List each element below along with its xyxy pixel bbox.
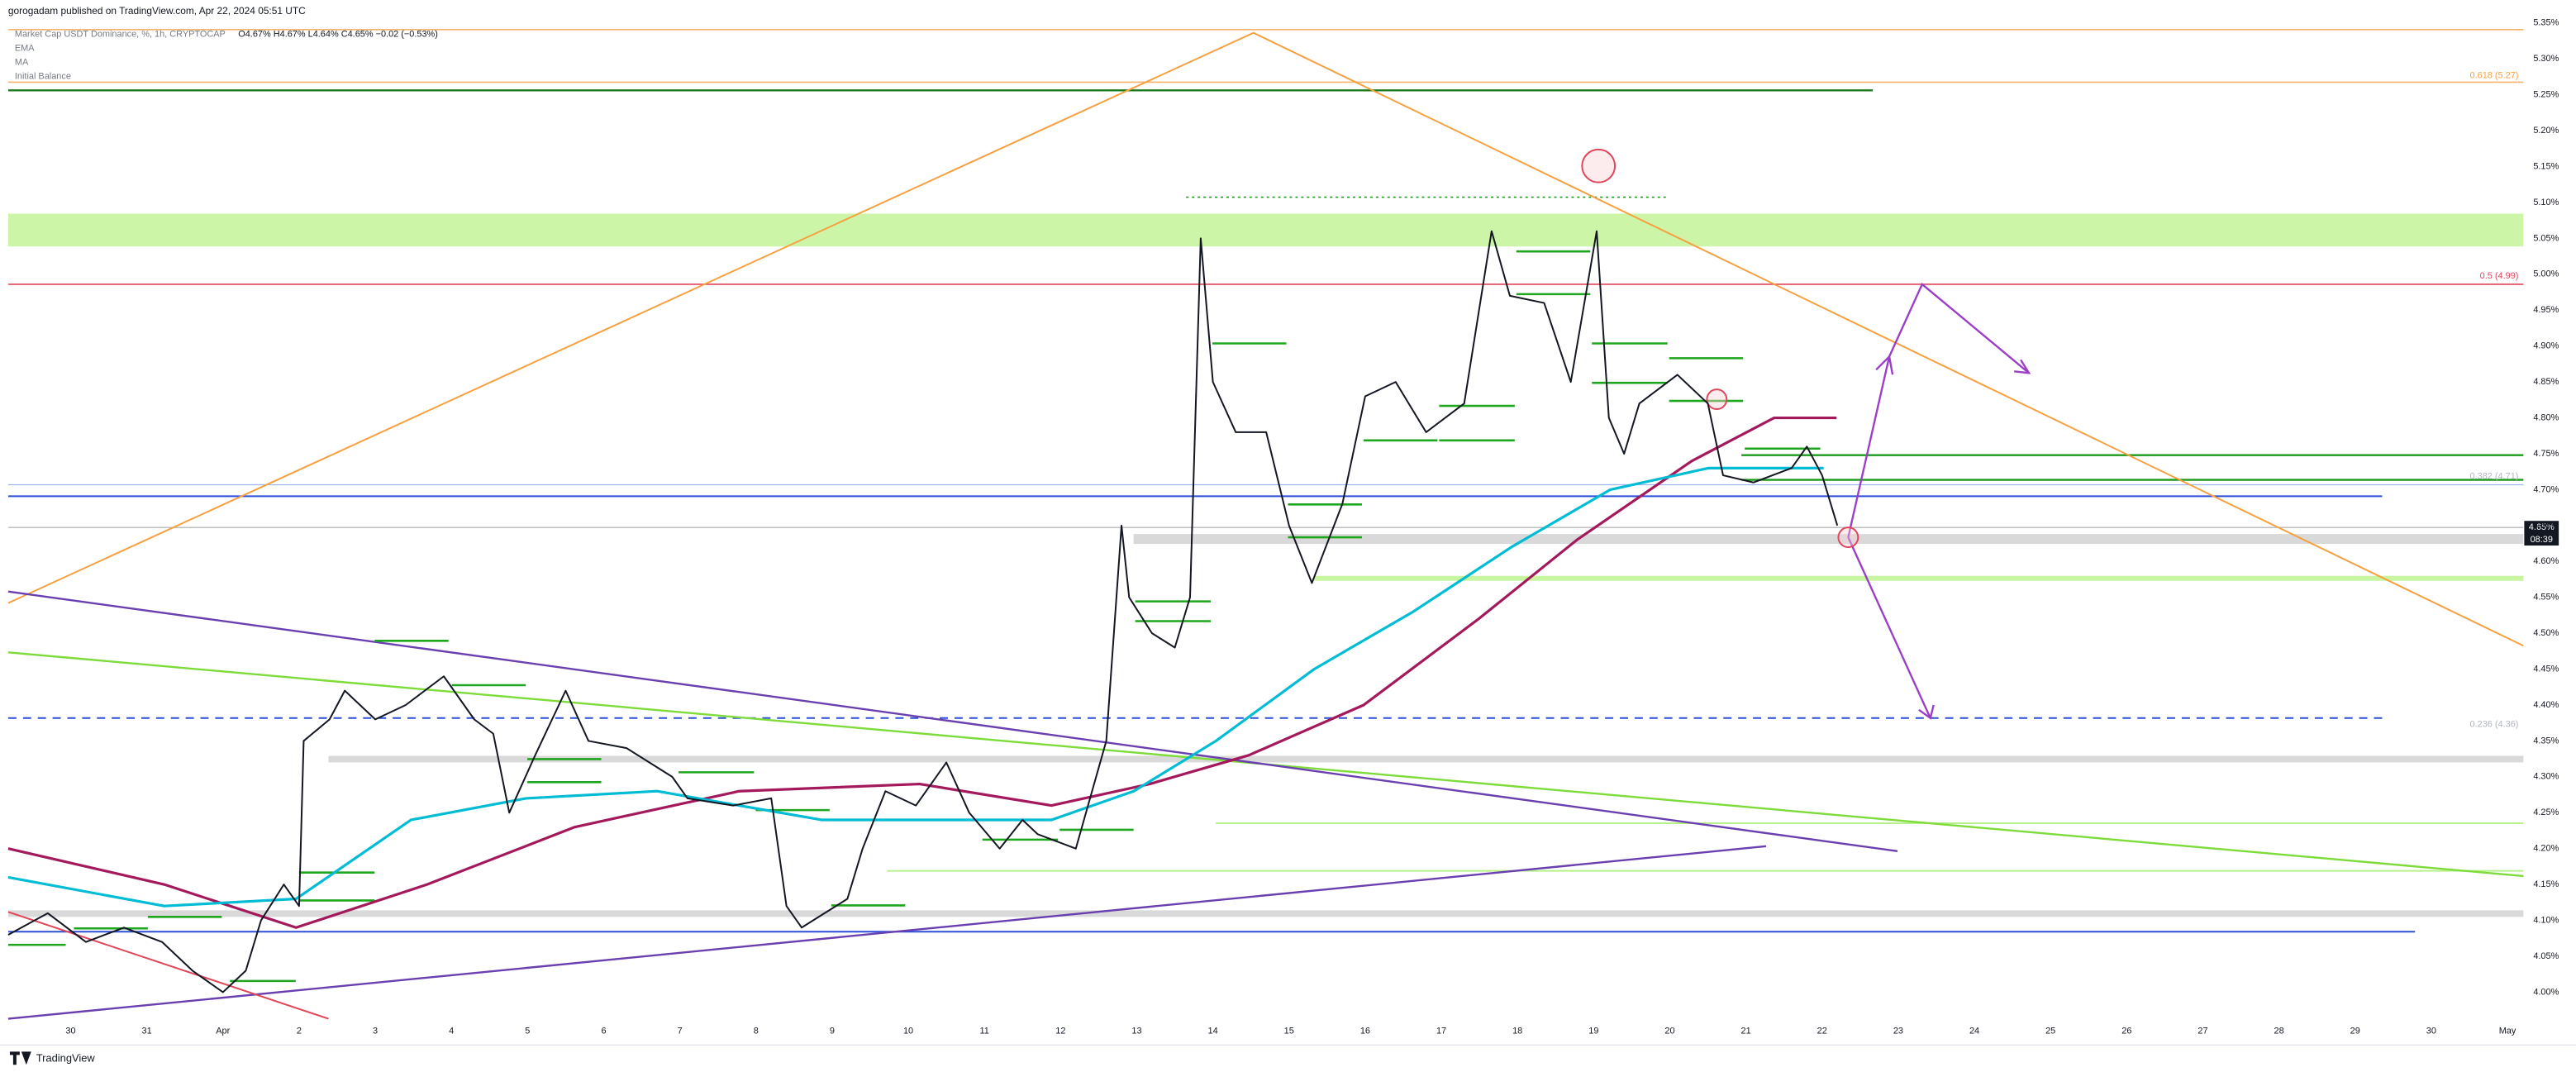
fib-label: 0.5 (4.99) — [2480, 271, 2519, 281]
y-tick-label: 4.45% — [2533, 664, 2559, 674]
zone — [7, 910, 2524, 917]
y-tick-label: 5.30% — [2533, 54, 2559, 64]
projection-arrows — [1847, 283, 2031, 720]
x-tick-label: 18 — [1512, 1026, 1522, 1036]
y-tick-label: 4.60% — [2533, 556, 2559, 566]
x-tick-label: 23 — [1893, 1026, 1903, 1036]
y-tick-label: 4.70% — [2533, 484, 2559, 494]
x-tick-label: 31 — [142, 1026, 152, 1036]
y-tick-label: 5.05% — [2533, 233, 2559, 243]
x-tick-label: 21 — [1741, 1026, 1751, 1036]
y-tick-label: 4.30% — [2533, 772, 2559, 782]
logo — [9, 1051, 31, 1065]
legend-entry: EMA — [15, 44, 35, 54]
y-tick-label: 4.15% — [2533, 879, 2559, 889]
x-tick-label: 25 — [2045, 1026, 2055, 1036]
fib-label: 0.236 (4.36) — [2470, 720, 2519, 730]
y-tick-label: 5.25% — [2533, 90, 2559, 100]
x-tick-label: 27 — [2197, 1026, 2207, 1036]
zone — [1133, 534, 2524, 545]
x-tick-label: May — [2499, 1026, 2516, 1036]
footer-brand: TradingView — [36, 1052, 96, 1065]
x-tick-label: 14 — [1208, 1026, 1218, 1036]
footer-bar — [0, 1045, 2576, 1072]
x-tick-label: 16 — [1360, 1026, 1370, 1036]
x-tick-label: 19 — [1588, 1026, 1598, 1036]
x-tick-label: 7 — [678, 1026, 683, 1036]
trend-line — [7, 845, 1767, 1020]
moving-average — [7, 466, 1824, 908]
trend-line — [7, 651, 2576, 882]
y-tick-label: 4.90% — [2533, 341, 2559, 351]
series-layer — [7, 230, 1839, 993]
y-tick-label: 4.40% — [2533, 700, 2559, 710]
x-tick-label: 9 — [830, 1026, 835, 1036]
price-tag-label: 4.65% — [2529, 522, 2555, 532]
y-tick-label: 5.35% — [2533, 18, 2559, 28]
y-tick-label: 4.20% — [2533, 844, 2559, 854]
x-tick-label: 6 — [601, 1026, 606, 1036]
legend-entry: Initial Balance — [15, 71, 71, 81]
y-tick-label: 4.25% — [2533, 808, 2559, 817]
trend-line — [7, 911, 329, 1020]
moving-average — [7, 416, 1837, 929]
y-tick-label: 5.15% — [2533, 161, 2559, 171]
y-tick-label: 4.55% — [2533, 593, 2559, 603]
y-tick-label: 4.35% — [2533, 736, 2559, 746]
x-tick-label: 5 — [525, 1026, 530, 1036]
countdown: 08:39 — [2531, 535, 2553, 545]
y-tick-label: 4.10% — [2533, 915, 2559, 925]
header: gorogadam published on TradingView.com, … — [8, 5, 306, 17]
x-tick-label: 2 — [297, 1026, 302, 1036]
trend-line — [7, 590, 1898, 852]
x-tick-label: 12 — [1055, 1026, 1065, 1036]
x-tick-label: 10 — [903, 1026, 913, 1036]
legend-entry: MA — [15, 57, 29, 67]
y-tick-label: 4.80% — [2533, 412, 2559, 422]
trend-line — [7, 31, 2524, 647]
x-tick-label: 24 — [1969, 1026, 1979, 1036]
y-tick-label: 4.50% — [2533, 628, 2559, 638]
series-title: Market Cap USDT Dominance, %, 1h, CRYPTO… — [15, 30, 226, 40]
x-tick-label: 3 — [373, 1026, 378, 1036]
x-tick-label: 28 — [2274, 1026, 2284, 1036]
marker-circle — [1581, 148, 1617, 183]
y-tick-label: 4.75% — [2533, 449, 2559, 459]
x-tick-label: 20 — [1664, 1026, 1674, 1036]
marker-circle — [1837, 526, 1859, 549]
x-tick-label: 15 — [1284, 1026, 1294, 1036]
marker-circle — [1706, 388, 1728, 411]
fib-label: 0.618 (5.27) — [2470, 70, 2519, 80]
x-tick-label: 29 — [2350, 1026, 2360, 1036]
x-tick-label: 13 — [1131, 1026, 1141, 1036]
drawings — [7, 28, 2576, 1020]
x-tick-label: 30 — [65, 1026, 75, 1036]
y-tick-label: 5.00% — [2533, 269, 2559, 279]
x-tick-label: 17 — [1436, 1026, 1446, 1036]
y-tick-label: 5.10% — [2533, 198, 2559, 207]
y-tick-label: 4.00% — [2533, 987, 2559, 997]
y-tick-label: 4.85% — [2533, 377, 2559, 387]
price-line — [7, 230, 1839, 993]
fib-label: 0.382 (4.71) — [2470, 471, 2519, 481]
x-tick-label: 4 — [449, 1026, 454, 1036]
zone — [7, 213, 2524, 247]
zone — [328, 755, 2524, 763]
y-tick-label: 4.05% — [2533, 951, 2559, 961]
x-tick-label: 30 — [2426, 1026, 2436, 1036]
x-tick-label: 11 — [980, 1026, 989, 1036]
y-tick-label: 5.20% — [2533, 126, 2559, 136]
x-tick-label: 26 — [2121, 1026, 2131, 1036]
ohlc: O4.67% H4.67% L4.64% C4.65% −0.02 (−0.53… — [238, 30, 438, 40]
x-tick-label: 8 — [754, 1026, 759, 1036]
y-tick-label: 4.95% — [2533, 305, 2559, 315]
x-tick-label: 22 — [1817, 1026, 1827, 1036]
y-tick-label: 4.65% — [2533, 521, 2559, 531]
price-tag — [2524, 521, 2559, 546]
x-tick-label: Apr — [216, 1026, 230, 1036]
